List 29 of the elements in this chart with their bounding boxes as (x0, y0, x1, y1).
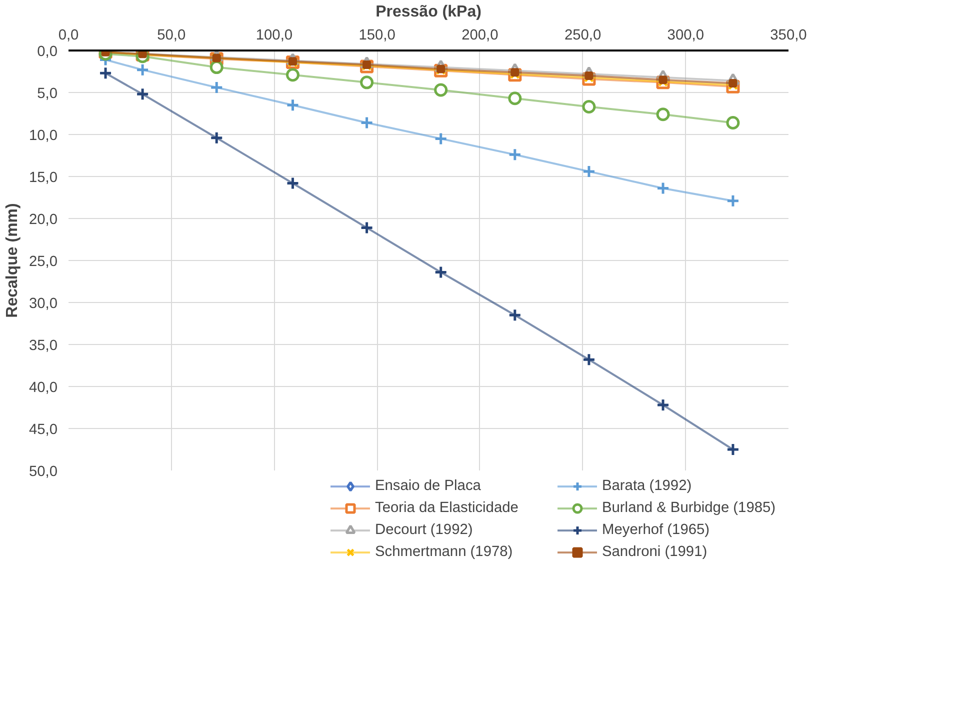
y-tick-label: 50,0 (28, 464, 58, 480)
y-tick-label: 30,0 (28, 296, 58, 312)
y-tick-label: 15,0 (28, 170, 58, 186)
y-tick-label: 20,0 (28, 212, 58, 228)
y-tick-label: 35,0 (28, 338, 58, 354)
x-tick-label: 300,0 (667, 28, 704, 44)
y-tick-label: 5,0 (37, 86, 58, 102)
legend-label: Barata (1992) (602, 478, 693, 494)
legend-label: Decourt (1992) (375, 522, 474, 538)
x-tick-label: 100,0 (256, 28, 293, 44)
legend-label: Teoria da Elasticidade (375, 500, 520, 516)
x-tick-label: 250,0 (564, 28, 602, 44)
legend-label: Sandroni (1991) (602, 544, 708, 560)
legend-label: Meyerhof (1965) (602, 522, 711, 538)
x-axis-title: Pressão (kPa) (376, 4, 482, 20)
legend-label: Burland & Burbidge (1985) (602, 500, 777, 516)
y-tick-label: 25,0 (28, 254, 58, 270)
y-tick-label: 40,0 (28, 380, 58, 396)
y-axis-title: Recalque (mm) (4, 203, 21, 318)
x-tick-label: 350,0 (770, 28, 807, 44)
legend-label: Schmertmann (1978) (375, 544, 514, 560)
x-tick-label: 150,0 (358, 28, 396, 44)
x-tick-label: 200,0 (462, 28, 498, 44)
x-tick-label: 50,0 (157, 28, 186, 44)
y-tick-label: 45,0 (28, 422, 58, 438)
legend-label: Ensaio de Placa (375, 478, 482, 494)
y-tick-label: 0,0 (37, 44, 58, 60)
y-tick-label: 10,0 (28, 128, 58, 144)
x-tick-label: 0,0 (58, 28, 79, 44)
